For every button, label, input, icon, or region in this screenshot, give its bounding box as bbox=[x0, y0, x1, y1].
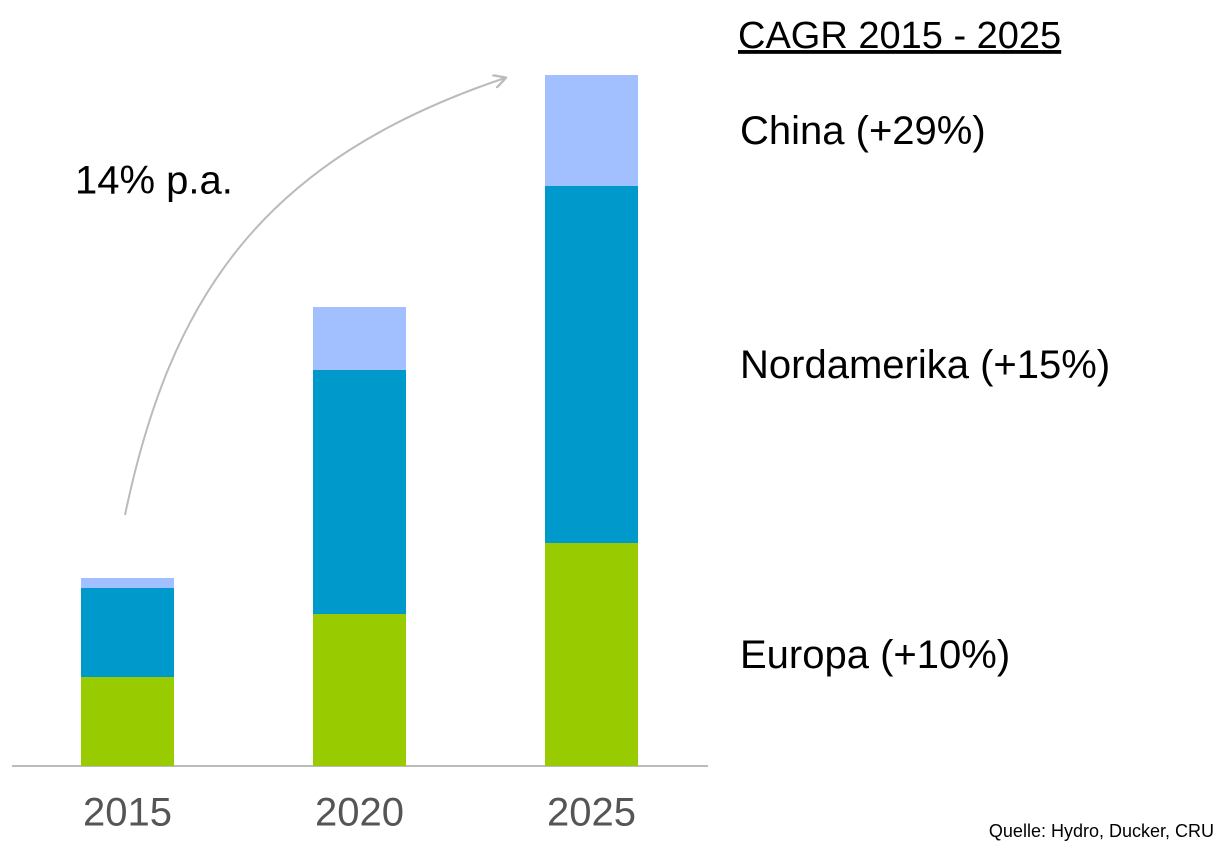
series-label: Europa (+10%) bbox=[740, 633, 1010, 677]
bar-segment bbox=[545, 543, 638, 766]
source: Quelle: Hydro, Ducker, CRU bbox=[989, 821, 1214, 841]
bar-segment bbox=[313, 370, 406, 614]
bar-segment bbox=[81, 578, 174, 588]
series-label: Nordamerika (+15%) bbox=[740, 343, 1110, 387]
legend-title: CAGR 2015 - 2025 bbox=[738, 15, 1061, 57]
x-tick-label: 2015 bbox=[83, 791, 172, 835]
bar-segment bbox=[81, 588, 174, 677]
bar-segment bbox=[545, 186, 638, 543]
growth-arrow bbox=[124, 78, 505, 516]
series-label: China (+29%) bbox=[740, 109, 986, 153]
annotation: 14% p.a. bbox=[75, 159, 233, 203]
x-tick-label: 2025 bbox=[547, 791, 636, 835]
bar-segment bbox=[81, 677, 174, 766]
bar-segment bbox=[313, 614, 406, 766]
x-tick-label: 2020 bbox=[315, 791, 404, 835]
bar-segment bbox=[313, 307, 406, 370]
bar-segment bbox=[545, 75, 638, 186]
